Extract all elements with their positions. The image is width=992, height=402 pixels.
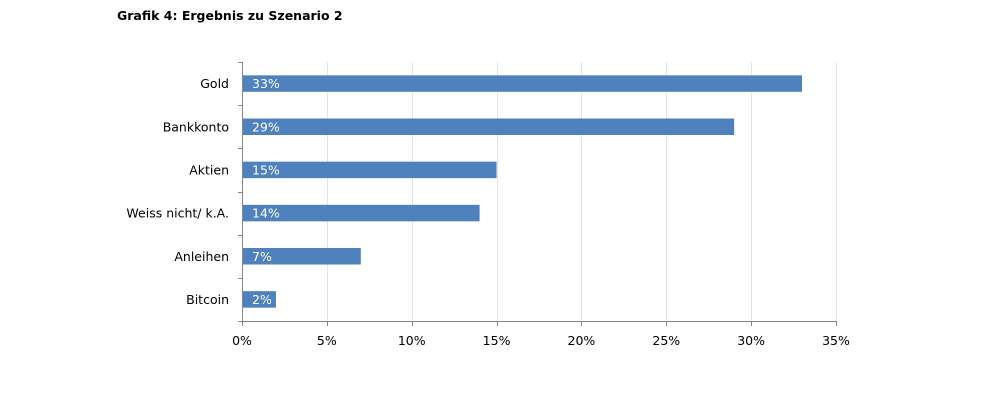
bar-4 [243, 248, 361, 265]
x-tick-label-35: 35% [822, 333, 850, 348]
labels: 33% Gold 29% Bankkonto 15% Aktien 14% Weiss nic… [126, 76, 850, 348]
axes [238, 62, 837, 326]
bar-5 [243, 291, 276, 308]
category-label-5: Bitcoin [186, 292, 229, 307]
data-label-0: 33% [252, 76, 280, 91]
data-label-3: 14% [252, 206, 280, 221]
category-label-3: Weiss nicht/ k.A. [126, 206, 229, 221]
x-tick-label-0: 0% [232, 333, 252, 348]
x-tick-label-15: 15% [483, 333, 511, 348]
bar-0 [243, 75, 803, 92]
x-tick-label-25: 25% [652, 333, 680, 348]
category-label-2: Aktien [189, 162, 229, 177]
category-label-0: Gold [200, 76, 229, 91]
x-tick-label-10: 10% [398, 333, 426, 348]
bar-2 [243, 161, 497, 179]
data-label-5: 2% [252, 292, 272, 307]
gridlines [327, 62, 837, 321]
bars [243, 75, 803, 308]
chart-title: Grafik 4: Ergebnis zu Szenario 2 [117, 8, 343, 23]
data-label-2: 15% [252, 162, 280, 177]
bar-1 [243, 118, 735, 135]
category-label-4: Anleihen [174, 249, 229, 264]
data-label-4: 7% [252, 249, 272, 264]
x-tick-label-5: 5% [317, 333, 337, 348]
x-tick-label-20: 20% [568, 333, 596, 348]
x-tick-label-30: 30% [737, 333, 765, 348]
bar-3 [243, 204, 480, 222]
data-label-1: 29% [252, 119, 280, 134]
category-label-1: Bankkonto [163, 119, 229, 134]
